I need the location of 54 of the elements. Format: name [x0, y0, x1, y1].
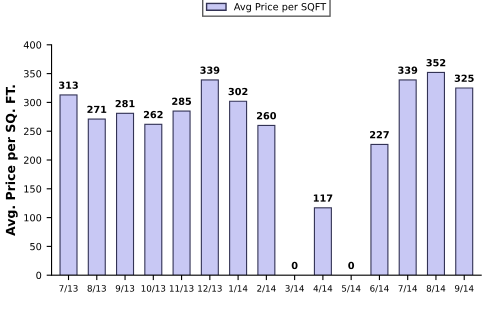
- x-tick-label: 7/13: [59, 285, 78, 292]
- x-tick-label: 9/13: [116, 285, 134, 292]
- data-label: 352: [426, 59, 446, 66]
- y-tick-label: 100: [24, 214, 42, 222]
- data-label: 339: [200, 66, 220, 74]
- x-tick-label: 8/13: [88, 285, 106, 292]
- x-tick-label: 1/14: [229, 285, 248, 292]
- x-tick-label: 5/14: [342, 285, 360, 292]
- y-tick-label: 50: [30, 242, 42, 250]
- bar: [116, 112, 134, 276]
- y-tick-label: 0: [36, 272, 42, 280]
- bar: [200, 79, 219, 276]
- data-label: 302: [228, 88, 248, 96]
- bar: [88, 118, 106, 276]
- bar: [172, 110, 191, 276]
- data-label: 313: [59, 82, 78, 89]
- bar: [257, 124, 276, 276]
- y-tick-label: 250: [24, 128, 42, 136]
- data-label: 325: [454, 74, 474, 82]
- x-tick-label: 10/13: [142, 285, 166, 292]
- data-label: 285: [172, 98, 192, 105]
- legend-label: Avg Price per SQFT: [234, 2, 326, 12]
- data-label: 117: [314, 194, 332, 202]
- x-tick-label: 2/14: [257, 285, 276, 292]
- data-label: 260: [256, 112, 276, 120]
- y-tick-label: 300: [24, 98, 42, 106]
- data-label: 281: [116, 100, 135, 108]
- data-label: 227: [370, 131, 389, 138]
- bar: [229, 100, 248, 276]
- x-tick-label: 6/14: [370, 285, 389, 292]
- data-label: 262: [144, 110, 163, 118]
- y-tick-label: 350: [24, 70, 42, 78]
- x-tick-label: 9/14: [454, 285, 474, 292]
- x-tick-label: 7/14: [398, 285, 418, 292]
- bar: [398, 79, 417, 276]
- bar: [455, 87, 474, 276]
- bar: [314, 207, 332, 276]
- bar: [426, 72, 445, 276]
- y-tick-label: 400: [24, 41, 42, 49]
- x-tick-label: 8/14: [426, 285, 446, 292]
- x-tick-label: 11/13: [170, 285, 194, 292]
- data-label: 271: [87, 106, 106, 113]
- bar: [144, 124, 162, 276]
- x-tick-label: 3/14: [285, 285, 304, 292]
- x-tick-label: 4/14: [314, 285, 332, 292]
- y-tick-label: 200: [24, 156, 42, 164]
- data-label: 0: [348, 262, 354, 270]
- bar: [59, 94, 78, 276]
- x-tick-label: 12/13: [198, 285, 222, 292]
- data-label: 0: [292, 262, 298, 270]
- y-tick-label: 150: [24, 185, 42, 193]
- bar: [370, 144, 388, 276]
- data-label: 339: [398, 66, 418, 74]
- y-axis-title: Avg. Price per SQ. FT.: [6, 85, 18, 236]
